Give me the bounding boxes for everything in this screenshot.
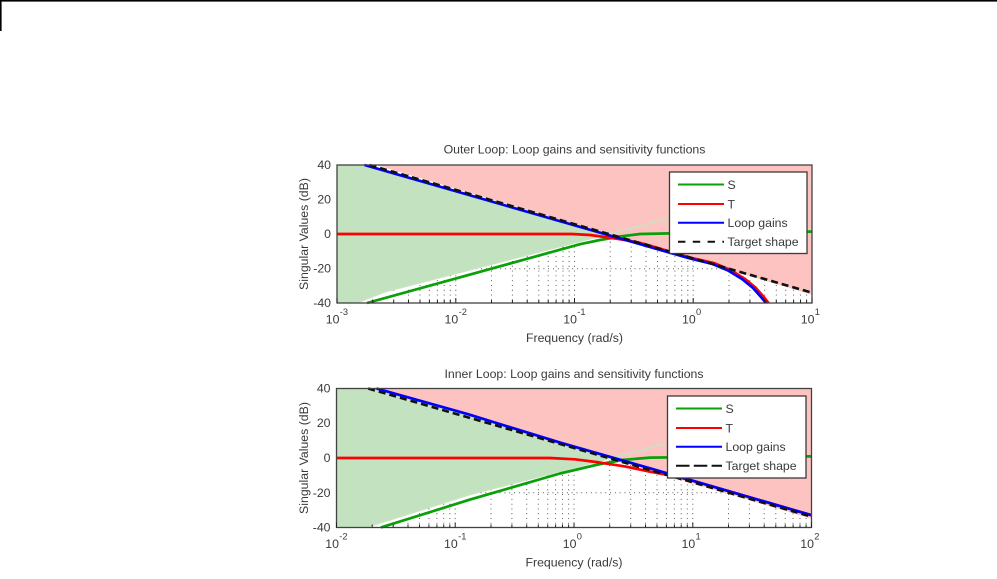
svg-text:40: 40 (317, 382, 331, 396)
svg-text:-1: -1 (577, 307, 585, 317)
svg-text:1: 1 (815, 307, 820, 317)
svg-text:-2: -2 (339, 532, 347, 542)
svg-text:-20: -20 (313, 262, 331, 276)
svg-text:10: 10 (563, 313, 577, 327)
svg-text:-20: -20 (313, 486, 331, 500)
svg-text:Loop gains: Loop gains (728, 216, 788, 230)
svg-text:0: 0 (324, 227, 331, 241)
svg-text:Inner Loop: Loop gains and sen: Inner Loop: Loop gains and sensitivity f… (444, 367, 703, 381)
svg-text:Loop gains: Loop gains (726, 440, 786, 454)
svg-text:S: S (728, 178, 736, 192)
svg-text:Outer Loop: Loop gains and sen: Outer Loop: Loop gains and sensitivity f… (444, 143, 706, 157)
svg-text:Singular Values (dB): Singular Values (dB) (297, 178, 311, 290)
svg-text:10: 10 (444, 537, 458, 551)
svg-text:2: 2 (814, 532, 819, 542)
svg-text:10: 10 (801, 313, 815, 327)
svg-text:20: 20 (317, 193, 331, 207)
svg-text:Frequency (rad/s): Frequency (rad/s) (526, 331, 623, 345)
svg-text:10: 10 (800, 537, 814, 551)
svg-text:10: 10 (682, 313, 696, 327)
svg-text:10: 10 (563, 537, 577, 551)
svg-text:Singular Values (dB): Singular Values (dB) (297, 402, 311, 514)
svg-text:0: 0 (324, 451, 331, 465)
svg-text:10: 10 (325, 537, 339, 551)
svg-text:T: T (728, 197, 736, 211)
svg-text:10: 10 (445, 313, 459, 327)
svg-text:Target shape: Target shape (726, 459, 797, 473)
svg-text:20: 20 (317, 416, 331, 430)
svg-text:10: 10 (326, 313, 340, 327)
svg-text:-40: -40 (313, 296, 331, 310)
svg-text:-3: -3 (340, 307, 348, 317)
svg-text:-40: -40 (313, 521, 331, 535)
svg-text:S: S (726, 402, 734, 416)
svg-text:-1: -1 (458, 532, 466, 542)
svg-text:Frequency (rad/s): Frequency (rad/s) (525, 556, 622, 570)
svg-text:T: T (726, 421, 734, 435)
svg-text:0: 0 (696, 307, 701, 317)
svg-text:0: 0 (577, 532, 582, 542)
svg-text:Target shape: Target shape (728, 235, 799, 249)
svg-text:-2: -2 (459, 307, 467, 317)
svg-text:1: 1 (696, 532, 701, 542)
svg-text:10: 10 (682, 537, 696, 551)
svg-text:40: 40 (317, 158, 331, 172)
